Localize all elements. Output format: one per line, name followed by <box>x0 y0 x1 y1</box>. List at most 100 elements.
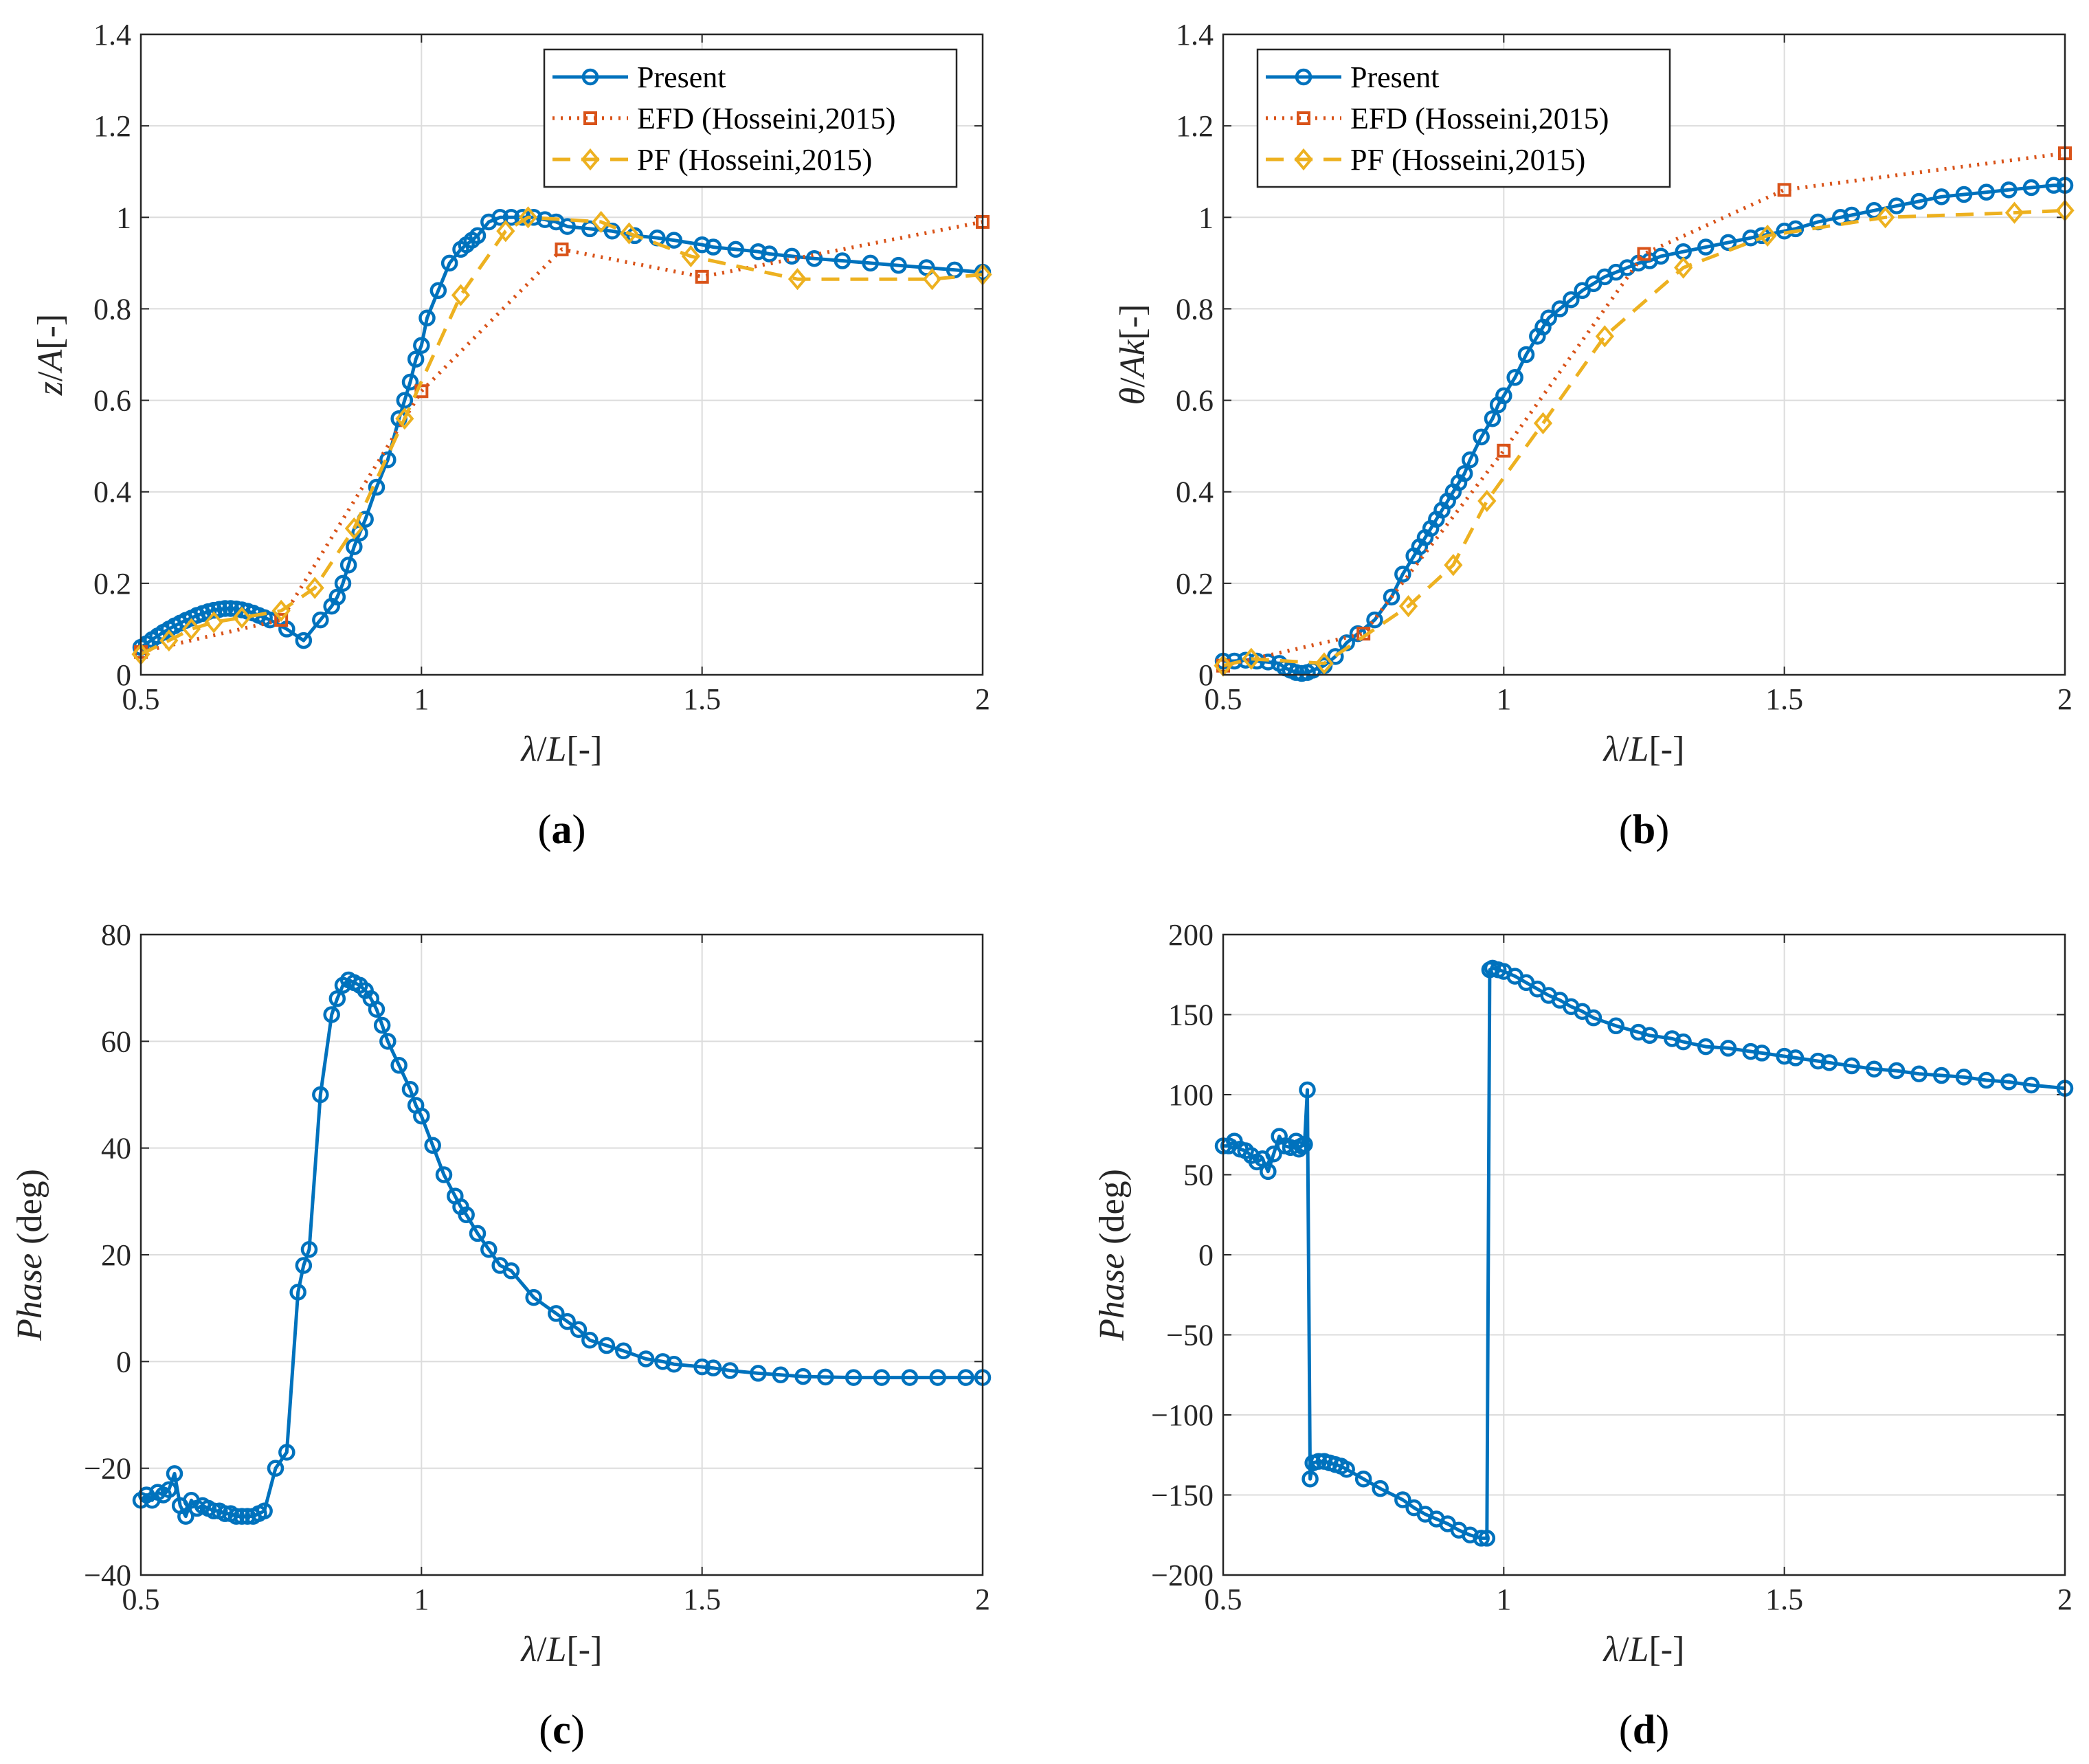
y-tick-label: 20 <box>101 1238 131 1272</box>
data-point-present <box>1366 611 1383 629</box>
data-point-present <box>1843 1057 1860 1075</box>
x-tick-label: 1.5 <box>683 1583 721 1616</box>
x-tick-label: 0.5 <box>1205 1583 1242 1616</box>
legend-entry-label: Present <box>637 60 726 94</box>
y-tick-label: 200 <box>1168 918 1214 952</box>
data-point-present <box>772 1366 790 1383</box>
panel-label: (a) <box>538 807 586 852</box>
data-point-present <box>312 611 329 629</box>
data-point-present <box>805 249 823 267</box>
data-point-pf <box>1533 412 1553 434</box>
data-point-present <box>1394 1491 1411 1508</box>
y-tick-label: 1.2 <box>93 109 131 143</box>
data-point-present <box>1955 1069 1973 1086</box>
legend-box <box>1256 48 1671 188</box>
data-point-present <box>873 1369 891 1386</box>
data-point-present <box>418 309 436 326</box>
data-point-present <box>312 1086 329 1104</box>
data-point-present <box>570 1321 588 1338</box>
data-point-present <box>1753 1045 1771 1062</box>
data-point-present <box>440 254 458 272</box>
data-point-present <box>160 1481 178 1498</box>
data-point-present <box>233 1508 251 1525</box>
axes-box <box>139 33 984 676</box>
data-point-present <box>256 1502 273 1520</box>
data-point-present <box>957 1369 974 1386</box>
data-point-present <box>1455 465 1473 482</box>
y-tick-label: −40 <box>84 1559 131 1592</box>
y-axis-label: Phase (deg) <box>1093 1169 1132 1341</box>
data-point-efd <box>1637 247 1651 261</box>
y-tick-label: 0 <box>116 658 131 692</box>
x-tick-label: 0.5 <box>1205 682 1242 716</box>
data-point-present <box>222 600 239 617</box>
data-point-present <box>1809 1052 1827 1070</box>
data-point-present <box>1478 1530 1496 1547</box>
data-point-present <box>1652 247 1670 265</box>
legend: Present EFD (Hosseini,2015) PF (Hosseini,2… <box>543 48 958 188</box>
data-point-present <box>238 1508 256 1525</box>
data-point-present <box>548 1305 565 1322</box>
data-point-present <box>1866 1060 1883 1078</box>
data-point-pf <box>496 220 515 243</box>
data-point-present <box>817 1368 834 1386</box>
data-point-present <box>1354 1470 1372 1488</box>
y-tick-label: 1.4 <box>1176 18 1214 52</box>
data-point-pf <box>518 206 538 229</box>
x-tick-label: 1 <box>414 682 429 716</box>
x-tick-label: 1 <box>1496 1583 1511 1616</box>
data-point-present <box>1719 234 1737 252</box>
chart-c: 0.5 1 1.5 2 −40 −20 0 20 40 60 80 λ/L[-] Phase (deg)… <box>10 918 992 1752</box>
y-axis-label: θ/Ak[-] <box>1113 304 1152 405</box>
data-point-pf <box>2004 201 2024 224</box>
legend-marker-efd <box>1297 111 1310 125</box>
data-point-pf <box>181 618 201 640</box>
data-point-efd <box>1777 183 1791 197</box>
data-point-present <box>2000 1073 2018 1091</box>
legend-marker-present <box>1295 68 1312 86</box>
data-point-present <box>216 1505 234 1522</box>
y-tick-label: 80 <box>101 918 131 952</box>
data-point-present <box>693 1358 711 1376</box>
data-point-pf <box>1398 595 1418 618</box>
data-point-present <box>559 218 576 235</box>
y-tick-label: 60 <box>101 1025 131 1058</box>
data-point-present <box>665 1355 683 1373</box>
data-point-present <box>469 1225 487 1242</box>
data-point-pf <box>1674 256 1693 279</box>
data-point-present <box>2022 179 2040 197</box>
data-point-present <box>401 1080 419 1098</box>
series-line-pf <box>1222 208 2066 668</box>
legend-marker-efd <box>583 111 597 125</box>
y-tick-label: −200 <box>1151 1559 1214 1592</box>
data-point-present <box>918 259 935 276</box>
data-point-present <box>368 478 386 496</box>
series-line-present <box>139 978 983 1519</box>
data-point-present <box>1641 1027 1658 1045</box>
y-tick-label: 0 <box>1198 1238 1214 1272</box>
data-point-present <box>626 227 643 245</box>
data-point-present <box>1462 451 1479 469</box>
data-point-present <box>379 451 396 469</box>
data-point-present <box>1260 1163 1277 1181</box>
data-point-present <box>1742 1042 1759 1060</box>
data-point-present <box>1607 1017 1624 1035</box>
data-point-present <box>413 1107 430 1125</box>
data-point-present <box>328 588 346 606</box>
data-point-present <box>834 252 851 269</box>
data-point-present <box>727 241 744 258</box>
x-axis-label: λ/L[-] <box>1602 1630 1685 1669</box>
data-point-present <box>401 373 419 391</box>
data-point-present <box>1820 1054 1838 1071</box>
data-point-pf <box>1477 489 1497 513</box>
y-tick-label: 0.4 <box>1176 476 1214 509</box>
x-tick-label: 1 <box>414 1583 429 1616</box>
x-tick-label: 1.5 <box>683 682 721 716</box>
data-point-present <box>396 392 414 409</box>
data-point-present <box>413 337 430 354</box>
y-tick-label: 0.8 <box>1176 292 1214 326</box>
data-point-present <box>373 1016 391 1034</box>
data-point-present <box>1265 1145 1282 1163</box>
x-tick-label: 2 <box>975 1583 990 1616</box>
data-point-pf <box>592 210 611 234</box>
